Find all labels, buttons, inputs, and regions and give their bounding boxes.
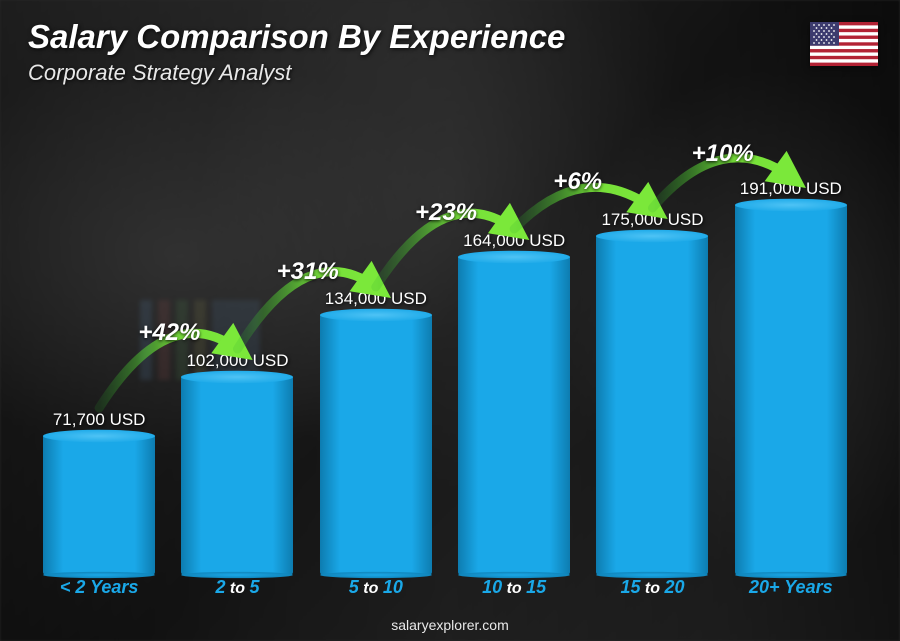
delta-arcs [30, 110, 860, 605]
us-flag-icon [810, 22, 878, 66]
footer-credit: salaryexplorer.com [0, 617, 900, 633]
delta-label: +6% [553, 168, 602, 196]
delta-label: +10% [692, 140, 754, 168]
infographic-container: Salary Comparison By Experience Corporat… [0, 0, 900, 641]
chart-title: Salary Comparison By Experience [28, 18, 565, 56]
delta-label: +42% [138, 319, 200, 347]
delta-label: +31% [277, 258, 339, 286]
chart-subtitle: Corporate Strategy Analyst [28, 60, 291, 86]
delta-label: +23% [415, 199, 477, 227]
bar-chart: 71,700 USD102,000 USD134,000 USD164,000 … [30, 110, 860, 605]
